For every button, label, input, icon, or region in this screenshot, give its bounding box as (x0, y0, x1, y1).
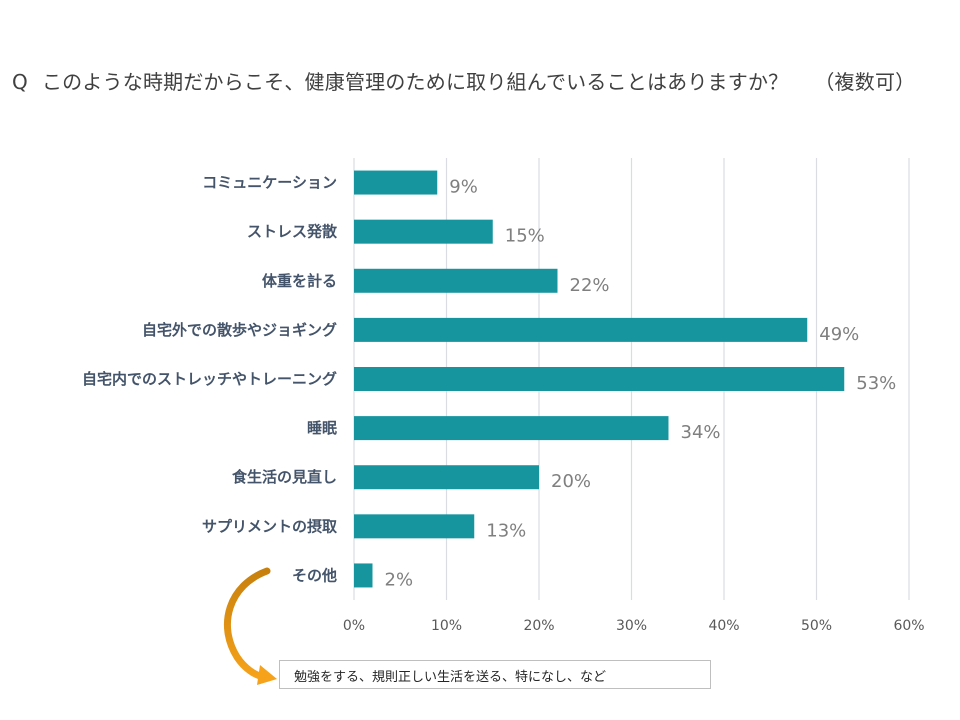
curved-arrow-icon (224, 567, 277, 685)
x-tick-label: 20% (523, 618, 554, 634)
value-label: 20% (551, 471, 591, 492)
value-label: 49% (819, 324, 859, 345)
bar (354, 416, 669, 441)
question-marker: Q (12, 70, 28, 94)
x-tick-label: 60% (893, 618, 924, 634)
value-label: 9% (449, 177, 478, 198)
category-label: 自宅内でのストレッチやトレーニング (82, 370, 337, 388)
bar (354, 219, 493, 244)
category-label: ストレス発散 (247, 223, 338, 241)
bar (354, 563, 373, 588)
category-label: 体重を計る (262, 272, 337, 290)
question-text: このような時期だからこそ、健康管理のために取り組んでいることはありますか？ (41, 70, 789, 94)
value-label: 22% (570, 275, 610, 296)
value-labels: 9% 15% 22% 49% 53% 34% 20% 13% 2% (385, 177, 897, 591)
bar (354, 317, 808, 342)
value-label: 15% (505, 226, 545, 247)
value-label: 2% (385, 569, 414, 590)
bar (354, 465, 539, 490)
value-label: 34% (681, 422, 721, 443)
category-label: 自宅外での散歩やジョギング (142, 321, 337, 339)
x-tick-label: 40% (708, 618, 739, 634)
value-label: 13% (486, 520, 526, 541)
x-tick-label: 0% (343, 618, 365, 634)
category-label: コミュニケーション (202, 174, 337, 192)
note-text: 勉強をする、規則正しい生活を送る、特になし、など (294, 670, 607, 685)
x-tick-label: 10% (431, 618, 462, 634)
question-title: Q このような時期だからこそ、健康管理のために取り組んでいることはありますか？ （複… (12, 66, 915, 95)
value-label: 53% (856, 373, 896, 394)
bars (354, 170, 845, 588)
bar (354, 367, 845, 391)
bar (354, 514, 475, 539)
bar (354, 268, 558, 293)
category-label: 睡眠 (307, 419, 337, 437)
category-label: その他 (292, 566, 337, 584)
bar (354, 170, 438, 195)
other-answers-note: 勉強をする、規則正しい生活を送る、特になし、など (279, 660, 711, 689)
question-suffix: （複数可） (814, 70, 916, 94)
x-tick-label: 50% (801, 618, 832, 634)
x-axis-ticks: 0% 10% 20% 30% 40% 50% 60% (343, 618, 925, 634)
category-label: 食生活の見直し (232, 468, 337, 486)
x-tick-label: 30% (616, 618, 647, 634)
category-labels: コミュニケーションストレス発散体重を計る自宅外での散歩やジョギング自宅内でのスト… (82, 174, 338, 585)
category-label: サプリメントの摂取 (202, 517, 338, 535)
